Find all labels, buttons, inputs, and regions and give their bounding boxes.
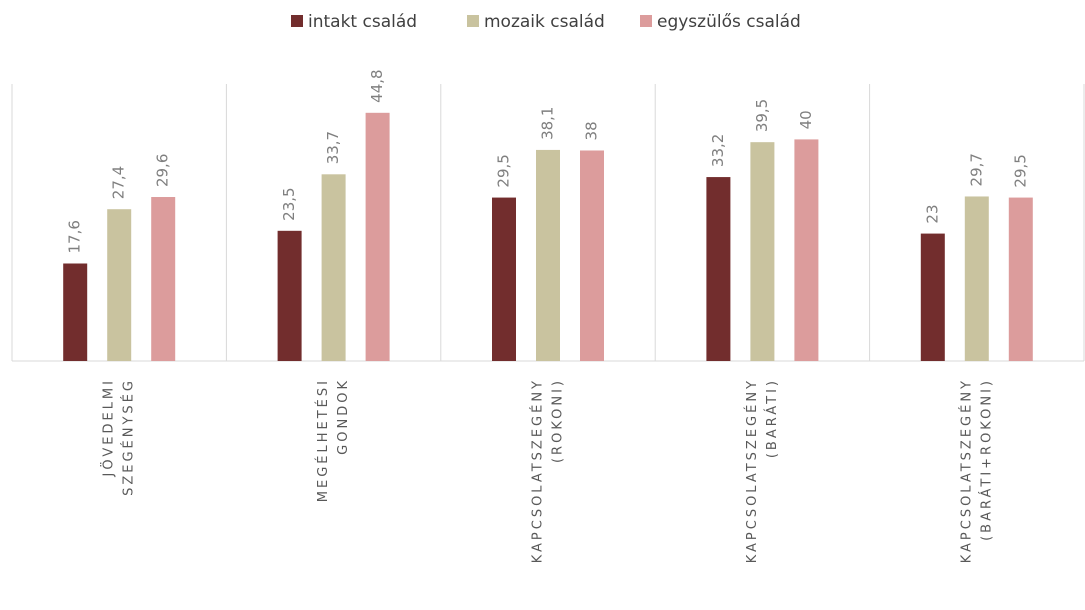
bar: [492, 197, 516, 361]
legend-swatch: [640, 15, 652, 27]
legend-label: egyszülős család: [657, 12, 801, 32]
data-label: 23,5: [280, 187, 298, 220]
bar: [750, 142, 775, 361]
x-tick-label: JÖVEDELMI: [100, 378, 117, 477]
data-label: 29,7: [967, 153, 985, 186]
bar: [794, 139, 819, 361]
data-label: 29,6: [154, 154, 172, 187]
data-label: 29,5: [495, 154, 513, 187]
x-tick-label: (BARÁTI): [764, 378, 780, 458]
bar: [107, 209, 132, 361]
x-tick-label: MEGÉLHETÉSI: [315, 378, 331, 502]
bar: [365, 112, 390, 361]
bar: [580, 150, 604, 361]
data-label: 38,1: [539, 107, 557, 140]
x-tick-label: GONDOK: [336, 378, 351, 455]
data-label: 40: [797, 110, 815, 129]
legend-label: intakt család: [308, 12, 417, 32]
x-tick-label: KAPCSOLATSZEGÉNY: [744, 378, 760, 563]
data-label: 17,6: [66, 220, 84, 253]
x-tick-label: SZEGÉNYSÉG: [121, 378, 137, 496]
data-label: 23: [923, 204, 941, 223]
bar: [1008, 197, 1033, 361]
x-tick-label: (ROKONI): [551, 378, 566, 463]
data-label: 44,8: [368, 69, 386, 102]
bar: [920, 233, 945, 361]
x-tick-label: KAPCSOLATSZEGÉNY: [958, 378, 974, 563]
bar: [964, 196, 989, 361]
data-label: 27,4: [110, 166, 128, 199]
legend-swatch: [291, 15, 303, 27]
data-label: 33,2: [709, 134, 727, 167]
data-label: 29,5: [1011, 154, 1029, 187]
bar: [706, 177, 731, 361]
bar: [321, 174, 346, 361]
x-tick-label: (BARÁTI+ROKONI): [978, 378, 994, 541]
bar: [277, 230, 302, 361]
x-tick-label: KAPCSOLATSZEGÉNY: [530, 378, 546, 563]
bar: [63, 263, 88, 361]
legend-swatch: [467, 15, 479, 27]
data-label: 39,5: [753, 99, 771, 132]
data-label: 33,7: [324, 131, 342, 164]
bar: [151, 197, 176, 361]
bar: [536, 149, 560, 361]
legend-label: mozaik család: [484, 12, 605, 32]
data-label: 38: [583, 121, 601, 140]
